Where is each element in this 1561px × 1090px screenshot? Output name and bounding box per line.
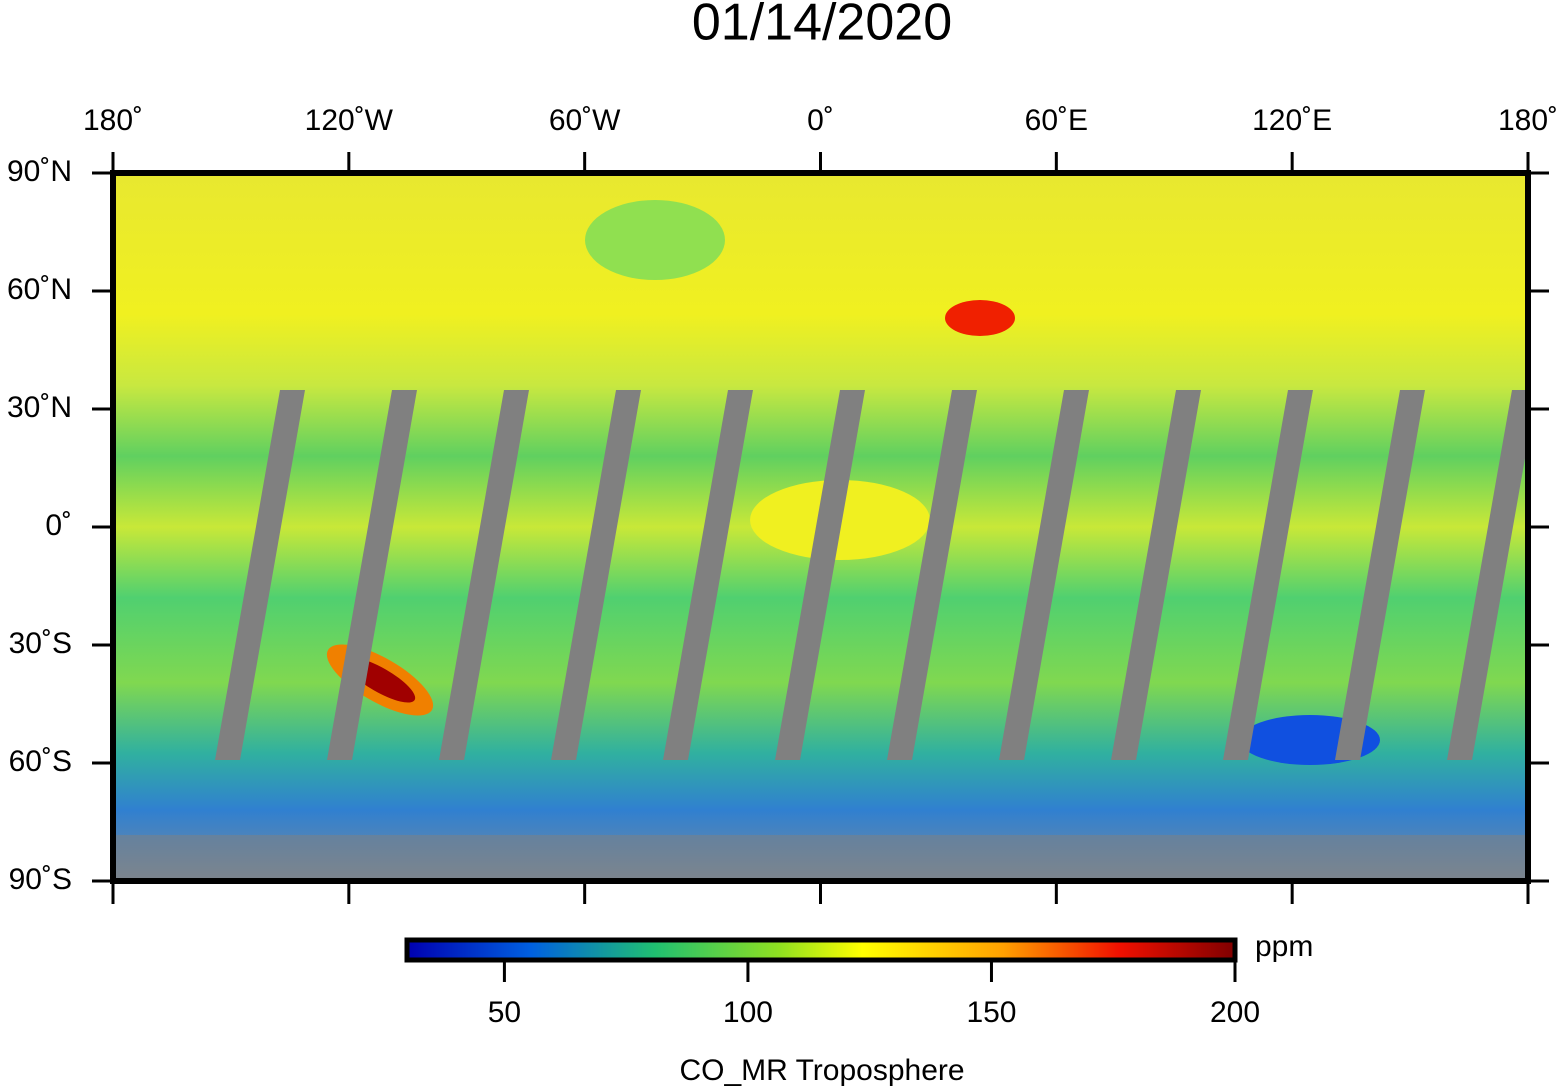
colorbar-tick-label: 100 — [723, 996, 773, 1029]
swath-gap — [1447, 390, 1528, 760]
lat-tick-label: 30˚S — [9, 627, 72, 660]
swath-gap — [1335, 390, 1425, 760]
colorbar — [404, 937, 1238, 963]
swath-gap — [551, 390, 641, 760]
colorbar-tick-label: 200 — [1210, 996, 1260, 1029]
lon-tick-label: 120˚E — [1252, 104, 1332, 137]
swath-gap — [215, 390, 305, 760]
hotspot — [945, 300, 1015, 336]
polar-gap — [113, 835, 1528, 881]
swath-gap — [1111, 390, 1201, 760]
lat-tick-label: 60˚S — [9, 745, 72, 778]
greenland — [585, 200, 725, 280]
lon-tick-label: 180˚ — [1498, 104, 1558, 137]
lon-tick-label: 60˚E — [1025, 104, 1088, 137]
lon-tick-label: 180˚ — [83, 104, 143, 137]
swath-gap — [327, 390, 417, 760]
map-frame — [110, 170, 1531, 884]
swath-gap — [775, 390, 865, 760]
colorbar-tick-label: 50 — [488, 996, 521, 1029]
colorbar-unit: ppm — [1255, 930, 1313, 963]
lat-tick-label: 30˚N — [7, 391, 72, 424]
title: 01/14/2020 — [692, 0, 952, 52]
swath-gap — [999, 390, 1089, 760]
co-field — [113, 173, 1528, 881]
lat-tick-label: 90˚N — [7, 155, 72, 188]
swath-gap — [887, 390, 977, 760]
colorbar-tick-label: 150 — [966, 996, 1016, 1029]
swath-gap — [663, 390, 753, 760]
lon-tick-label: 60˚W — [549, 104, 621, 137]
lat-tick-label: 0˚ — [45, 509, 72, 542]
lon-tick-label: 120˚W — [305, 104, 394, 137]
lon-tick-label: 0˚ — [807, 104, 834, 137]
lat-tick-label: 90˚S — [9, 863, 72, 896]
swath-gap — [1223, 390, 1313, 760]
lat-tick-label: 60˚N — [7, 273, 72, 306]
colorbar-label: CO_MR Troposphere — [679, 1054, 964, 1087]
swath-gap — [439, 390, 529, 760]
